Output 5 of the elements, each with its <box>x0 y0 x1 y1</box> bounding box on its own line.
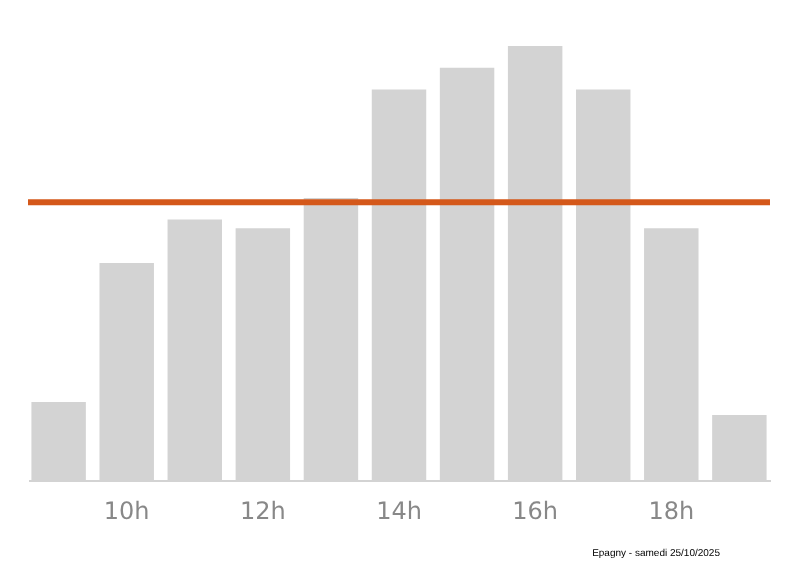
x-tick-label: 10h <box>103 497 150 525</box>
x-tick-label: 14h <box>376 497 422 525</box>
x-tick-label: 18h <box>648 497 695 525</box>
x-tick-label: 16h <box>512 497 559 525</box>
x-tick-label: 12h <box>239 497 286 525</box>
